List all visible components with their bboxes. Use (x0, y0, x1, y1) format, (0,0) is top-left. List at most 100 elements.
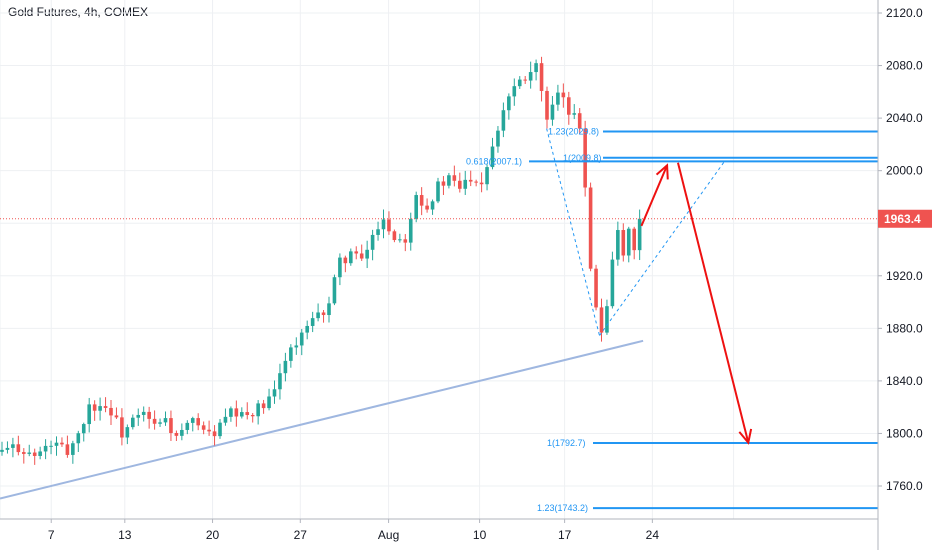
candle-body (240, 412, 244, 417)
candle-body (174, 433, 179, 436)
candle-body (632, 228, 636, 251)
candle-body (60, 442, 64, 445)
candle-body (169, 418, 173, 434)
candle-body (343, 257, 348, 264)
projection-arrow-line (640, 165, 669, 227)
candle-body (71, 443, 75, 455)
current-price-label: 1963.4 (884, 212, 921, 226)
candle-body (310, 318, 315, 326)
candle-body (588, 187, 593, 269)
candle-body (321, 312, 326, 316)
candle-body (305, 325, 309, 333)
projection-arrows (640, 162, 753, 445)
candle-body (98, 406, 102, 411)
candle-body (27, 452, 32, 454)
candle-body (261, 403, 266, 409)
y-tick-label: 2040.0 (886, 111, 923, 125)
candle-body (190, 418, 195, 423)
candle-body (152, 418, 157, 424)
y-tick-label: 1840.0 (886, 374, 923, 388)
candle-body (512, 86, 517, 97)
candle-body (256, 403, 260, 417)
fib-levels: 1.23(2029.8) 1(2009.8) 0.618(2007.1) 1(1792… (466, 127, 878, 513)
candle-body (201, 425, 206, 430)
y-tick-label: 1800.0 (886, 426, 923, 440)
fib-label: 1.23(2029.8) (548, 127, 599, 137)
candle-body (65, 444, 70, 455)
y-tick-label: 2000.0 (886, 164, 923, 178)
candle-body (436, 181, 440, 202)
candle-body (87, 404, 91, 425)
candle-body (332, 277, 337, 304)
candles (0, 56, 642, 465)
candle-body (136, 414, 141, 418)
fib-label: 1(1792.7) (547, 438, 586, 448)
candle-body (114, 415, 119, 418)
candle-body (43, 445, 48, 452)
candle-body (185, 422, 190, 430)
fib-label: 1.23(1743.2) (537, 503, 588, 513)
candle-body (54, 442, 59, 446)
candle-body (229, 408, 233, 417)
candle-body (430, 201, 435, 210)
y-tick-label: 2120.0 (886, 6, 923, 20)
candle-body (425, 205, 429, 210)
candle-body (338, 257, 342, 278)
candle-body (294, 345, 299, 348)
candle-body (414, 195, 418, 219)
candle-body (479, 182, 484, 185)
current-price-badge (878, 209, 932, 228)
candle-body (637, 218, 642, 251)
y-tick-label: 1920.0 (886, 269, 923, 283)
candle-body (103, 406, 108, 408)
candle-body (458, 180, 462, 189)
candle-body (408, 218, 413, 243)
candle-body (359, 253, 364, 259)
candle-body (452, 175, 457, 181)
candle-body (392, 231, 397, 241)
candle-body (109, 407, 113, 416)
candle-body (207, 429, 211, 432)
candle-body (501, 110, 506, 131)
chart-title: Gold Futures, 4h, COMEX (8, 5, 149, 19)
candle-body (283, 360, 288, 374)
x-tick-label: 13 (118, 528, 132, 542)
candle-body (76, 433, 81, 444)
candle-body (365, 249, 369, 259)
candle-body (561, 92, 566, 98)
candle-body (419, 195, 424, 206)
candle-body (441, 181, 446, 186)
candle-body (349, 251, 353, 264)
x-tick-label: 24 (646, 528, 660, 542)
candle-body (49, 445, 53, 447)
fib-label: 0.618(2007.1) (466, 156, 522, 166)
candle-body (534, 63, 538, 73)
candle-body (567, 97, 571, 115)
x-tick-label: 10 (473, 528, 487, 542)
candle-body (289, 347, 293, 361)
candle-body (398, 239, 402, 241)
candle-body (272, 389, 277, 397)
candle-body (572, 113, 577, 115)
projection-arrow-head (655, 163, 669, 180)
candle-body (196, 418, 200, 426)
candle-body (545, 90, 549, 120)
candle-body (523, 79, 527, 81)
candle-body (599, 307, 604, 333)
candle-body (354, 251, 359, 254)
projection-arrow-head (738, 428, 753, 445)
candle-body (212, 431, 217, 437)
candle-body (0, 449, 4, 452)
candle-body (474, 181, 478, 183)
x-tick-label: 7 (48, 528, 55, 542)
candle-body (141, 411, 146, 415)
candle-body (621, 230, 626, 256)
x-tick-label: Aug (378, 528, 399, 542)
candle-body (163, 418, 168, 423)
candle-body (218, 422, 222, 437)
candle-body (32, 452, 37, 456)
candle-body (120, 417, 124, 438)
candle-body (496, 130, 500, 147)
candle-body (507, 96, 511, 111)
